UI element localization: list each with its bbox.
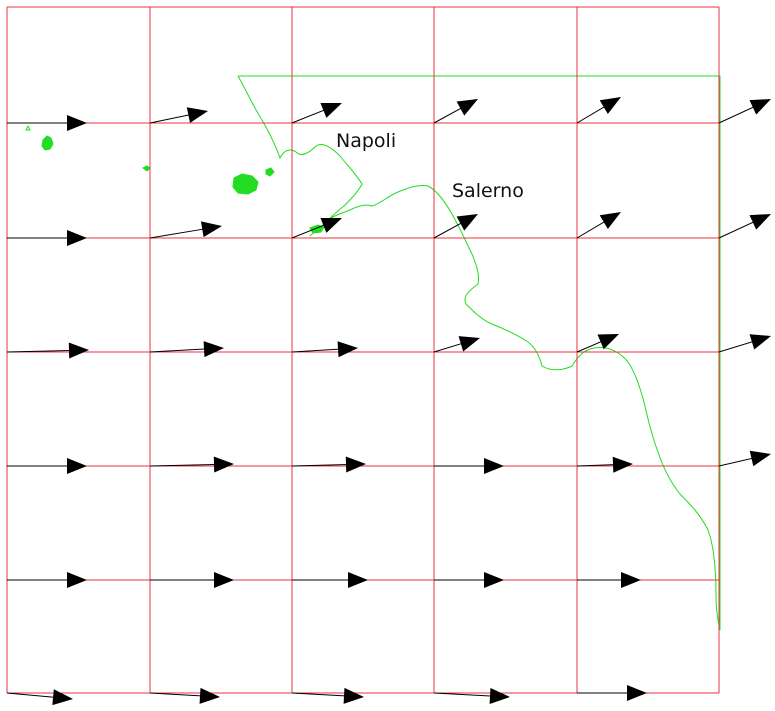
- wind-arrow: [433, 336, 480, 353]
- wind-arrow: [149, 221, 222, 239]
- wind-arrow: [718, 214, 771, 239]
- island-capri-small: [265, 167, 275, 177]
- wind-arrow-head: [749, 214, 771, 230]
- wind-arrow: [433, 99, 478, 124]
- wind-arrow-head: [484, 458, 504, 474]
- wind-arrows: [6, 97, 771, 706]
- wind-arrow: [576, 212, 621, 239]
- island-small-west: [25, 124, 31, 131]
- islands: [41, 135, 325, 234]
- island-procida: [142, 165, 151, 172]
- island-ischia: [41, 135, 54, 151]
- wind-arrow: [291, 341, 358, 358]
- wind-arrow-head: [458, 336, 480, 352]
- wind-arrow-head: [612, 456, 633, 473]
- wind-arrow-shaft: [149, 463, 227, 467]
- coastline-path: [237, 75, 721, 631]
- wind-arrow-head: [52, 689, 73, 706]
- wind-arrow: [577, 685, 647, 701]
- wind-arrow: [576, 334, 619, 353]
- wind-arrow: [433, 687, 510, 704]
- wind-arrow: [291, 687, 364, 704]
- wind-arrow: [576, 97, 621, 124]
- wind-arrow: [718, 99, 771, 124]
- wind-arrow-head: [597, 334, 619, 350]
- wind-arrow: [576, 456, 633, 473]
- wind-arrow: [7, 115, 87, 131]
- wind-arrow-head: [67, 458, 87, 474]
- wind-arrow-head: [203, 341, 224, 358]
- grid: [6, 6, 720, 694]
- wind-arrow-head: [343, 687, 364, 704]
- label-salerno: Salerno: [452, 180, 524, 202]
- coastline: [25, 75, 721, 631]
- wind-arrow-head: [199, 687, 220, 704]
- wind-arrow-head: [749, 450, 771, 467]
- wind-arrow-head: [348, 572, 368, 588]
- wind-arrow-head: [627, 685, 647, 701]
- wind-arrow-head: [456, 99, 478, 116]
- wind-arrow: [434, 458, 504, 474]
- wind-arrow-head: [186, 107, 208, 123]
- wind-arrow-head: [621, 572, 641, 588]
- wind-arrow-head: [200, 221, 222, 238]
- wind-arrow-head: [67, 115, 87, 131]
- wind-arrow: [6, 689, 73, 706]
- wind-arrow: [7, 230, 87, 246]
- wind-arrow: [577, 572, 641, 588]
- wind-arrow: [292, 572, 368, 588]
- wind-arrow-head: [749, 99, 771, 115]
- label-napoli: Napoli: [336, 130, 396, 152]
- wind-arrow-head: [67, 230, 87, 246]
- wind-arrow: [149, 456, 234, 473]
- wind-arrow-head: [67, 572, 87, 588]
- wind-arrow-head: [599, 97, 621, 115]
- wind-arrow-shaft: [6, 349, 82, 353]
- wind-arrow: [6, 342, 89, 359]
- wind-arrow-head: [489, 687, 510, 704]
- wind-arrow: [149, 341, 224, 358]
- wind-arrow-head: [337, 341, 358, 358]
- wind-arrow-head: [456, 214, 478, 231]
- wind-arrow-head: [320, 103, 342, 118]
- wind-arrow: [291, 456, 366, 473]
- wind-arrow: [150, 572, 234, 588]
- wind-arrow: [291, 103, 342, 124]
- wind-arrow-head: [345, 456, 366, 473]
- wind-arrow-head: [320, 218, 342, 233]
- island-capri-large: [232, 173, 259, 195]
- wind-arrow: [7, 572, 87, 588]
- wind-arrow-head: [484, 572, 504, 588]
- wind-arrow: [149, 107, 208, 124]
- wind-arrow: [434, 572, 504, 588]
- wind-arrow: [7, 458, 87, 474]
- wind-arrow: [433, 214, 478, 239]
- wind-arrow-head: [213, 456, 234, 473]
- wind-arrow-head: [599, 212, 621, 230]
- wind-arrow-head: [749, 334, 771, 350]
- wind-arrow: [718, 450, 771, 467]
- wind-arrow: [291, 218, 342, 239]
- wind-arrow-head: [214, 572, 234, 588]
- wind-arrow: [149, 687, 220, 704]
- wind-arrow-head: [68, 342, 89, 359]
- wind-arrow: [718, 334, 771, 353]
